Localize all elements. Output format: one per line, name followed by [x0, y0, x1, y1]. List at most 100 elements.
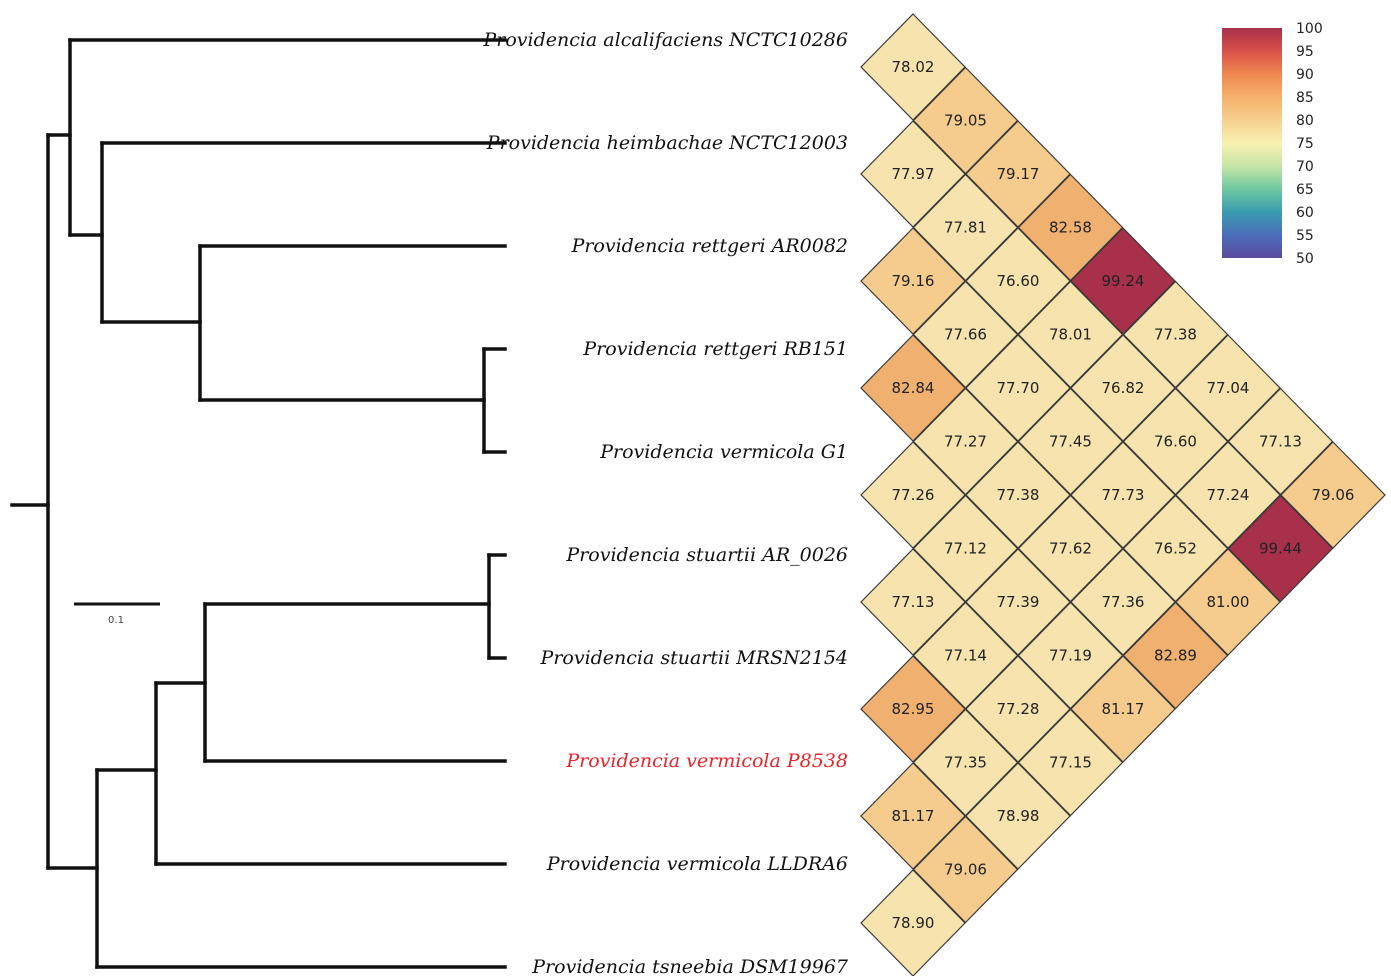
taxon-labels: Providencia alcalifaciens NCTC10286 Provi… — [482, 29, 848, 976]
heatmap-value: 77.27 — [944, 433, 987, 451]
heatmap-value: 77.81 — [944, 219, 987, 237]
heatmap-value: 76.52 — [1154, 540, 1197, 558]
heatmap-cell — [1017, 173, 1124, 282]
heatmap-value: 82.58 — [1049, 219, 1092, 237]
heatmap-cell — [912, 708, 1019, 817]
heatmap-value: 77.97 — [892, 165, 935, 183]
heatmap-cell — [1280, 441, 1386, 549]
heatmap-cell — [1070, 655, 1176, 763]
heatmap-value: 77.73 — [1102, 486, 1145, 504]
taxon-label: Providencia vermicola P8538 — [565, 750, 848, 772]
heatmap-cell — [1175, 441, 1281, 549]
heatmap-value: 77.38 — [997, 486, 1040, 504]
heatmap-value: 99.24 — [1102, 272, 1145, 290]
taxon-label: Providencia rettgeri AR0082 — [571, 235, 848, 257]
heatmap-cell — [860, 869, 966, 976]
taxon-label: Providencia alcalifaciens NCTC10286 — [482, 29, 848, 51]
heatmap-cell — [860, 441, 966, 549]
taxon-label: Providencia vermicola LLDRA6 — [546, 853, 848, 875]
heatmap-cell — [1017, 601, 1124, 710]
taxon-label: Providencia heimbachae NCTC12003 — [486, 132, 848, 154]
legend-tick-label: 90 — [1296, 67, 1314, 83]
heatmap-value: 77.28 — [997, 700, 1040, 718]
heatmap-cell — [965, 334, 1071, 442]
heatmap-value: 82.84 — [892, 379, 935, 397]
heatmap-value: 79.06 — [944, 861, 987, 879]
heatmap-value: 76.82 — [1102, 379, 1145, 397]
heatmap-value: 82.95 — [892, 700, 935, 718]
taxon-label: Providencia stuartii AR_0026 — [565, 544, 848, 566]
heatmap-cell — [860, 762, 966, 870]
heatmap-cell — [1070, 227, 1176, 335]
legend-tick-label: 65 — [1296, 182, 1314, 198]
taxon-label: Providencia tsneebia DSM19967 — [531, 956, 849, 976]
heatmap-cell — [1227, 494, 1334, 603]
heatmap-value: 77.19 — [1049, 647, 1092, 665]
heatmap-value: 79.06 — [1312, 486, 1355, 504]
taxon-label: Providencia rettgeri RB151 — [582, 338, 848, 360]
heatmap-value: 77.24 — [1207, 486, 1250, 504]
heatmap-cell — [965, 120, 1071, 228]
heatmap-cell — [912, 387, 1019, 496]
legend-tick-label: 95 — [1296, 44, 1314, 60]
heatmap-cell — [965, 762, 1071, 870]
heatmap-value: 79.05 — [944, 112, 987, 130]
heatmap-value: 77.35 — [944, 754, 987, 772]
legend-colorbar — [1222, 28, 1282, 258]
heatmap-cell — [860, 120, 966, 228]
heatmap-value: 78.90 — [892, 914, 935, 932]
heatmap-cell — [1017, 280, 1124, 389]
heatmap-cell — [965, 655, 1071, 763]
heatmap-value: 77.04 — [1207, 379, 1250, 397]
heatmap-value: 76.60 — [997, 272, 1040, 290]
heatmap-cell — [912, 280, 1019, 389]
legend-tick-label: 50 — [1296, 251, 1314, 267]
heatmap-value: 79.16 — [892, 272, 935, 290]
heatmap-cell — [1070, 441, 1176, 549]
heatmap-value: 77.70 — [997, 379, 1040, 397]
taxon-label: Providencia vermicola G1 — [599, 441, 848, 463]
heatmap-cell — [965, 227, 1071, 335]
heatmap-value: 78.98 — [997, 807, 1040, 825]
heatmap-cell — [1070, 334, 1176, 442]
legend-tick-label: 70 — [1296, 159, 1314, 175]
heatmap-value: 77.45 — [1049, 433, 1092, 451]
heatmap-value: 79.17 — [997, 165, 1040, 183]
heatmap-cell — [1122, 387, 1229, 496]
legend-tick-label: 85 — [1296, 90, 1314, 106]
heatmap-value: 77.14 — [944, 647, 987, 665]
heatmap-value: 81.17 — [1102, 700, 1145, 718]
heatmap-value: 78.01 — [1049, 326, 1092, 344]
heatmap-value: 81.00 — [1207, 593, 1250, 611]
heatmap-cell — [912, 494, 1019, 603]
heatmap-cell — [1175, 548, 1281, 656]
heatmap-cell — [860, 548, 966, 656]
phylogenetic-tree — [10, 38, 507, 969]
heatmap-value: 77.26 — [892, 486, 935, 504]
heatmap-cell — [1122, 494, 1229, 603]
heatmap-value: 77.15 — [1049, 754, 1092, 772]
legend-tick-label: 60 — [1296, 205, 1314, 221]
heatmap-cell — [912, 815, 1019, 924]
heatmap-cell — [912, 601, 1019, 710]
heatmap-value: 77.12 — [944, 540, 987, 558]
heatmap-value: 77.38 — [1154, 326, 1197, 344]
legend-tick-label: 55 — [1296, 228, 1314, 244]
heatmap-cell — [1122, 280, 1229, 389]
heatmap-cell — [1122, 601, 1229, 710]
heatmap-value: 77.66 — [944, 326, 987, 344]
legend-tick-label: 75 — [1296, 136, 1314, 152]
heatmap-value: 99.44 — [1259, 540, 1302, 558]
legend-tick-label: 80 — [1296, 113, 1314, 129]
heatmap-cell — [860, 655, 966, 763]
heatmap-cell — [1017, 494, 1124, 603]
heatmap-cell — [860, 13, 966, 121]
heatmap-cell — [1017, 387, 1124, 496]
heatmap-cell — [860, 227, 966, 335]
heatmap-cell — [912, 173, 1019, 282]
heatmap-cell — [965, 548, 1071, 656]
similarity-heatmap: 78.02 77.97 79.16 82.84 77.26 77.13 82.95 81.17… — [860, 13, 1386, 976]
legend-tick-labels: 100 95 90 85 80 75 70 65 60 55 50 — [1296, 21, 1323, 267]
